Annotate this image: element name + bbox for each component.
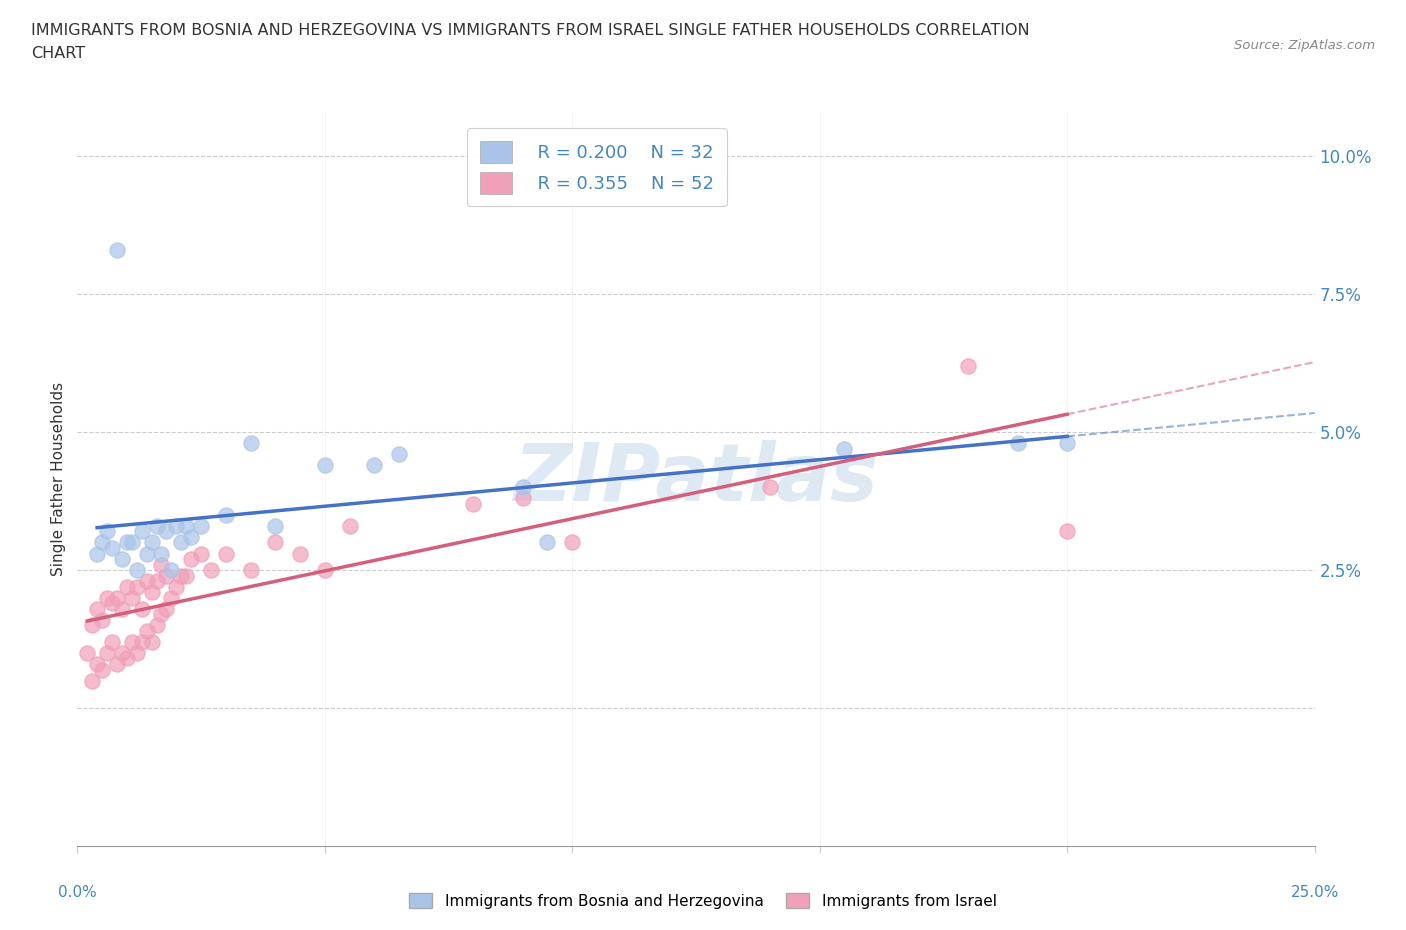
Point xyxy=(121,591,143,605)
Point xyxy=(101,634,124,649)
Point xyxy=(91,612,114,627)
Point xyxy=(96,645,118,660)
Point xyxy=(150,546,173,561)
Legend:   R = 0.200    N = 32,   R = 0.355    N = 52: R = 0.200 N = 32, R = 0.355 N = 52 xyxy=(467,128,727,206)
Point xyxy=(121,634,143,649)
Point xyxy=(101,596,124,611)
Point xyxy=(155,602,177,617)
Point xyxy=(96,591,118,605)
Point xyxy=(1007,435,1029,450)
Point xyxy=(1056,435,1078,450)
Point xyxy=(131,634,153,649)
Point xyxy=(155,524,177,538)
Point xyxy=(200,563,222,578)
Point xyxy=(105,242,128,257)
Text: ZIPatlas: ZIPatlas xyxy=(513,440,879,518)
Point xyxy=(463,497,485,512)
Point xyxy=(155,568,177,583)
Point xyxy=(131,602,153,617)
Point xyxy=(145,518,167,533)
Point xyxy=(105,591,128,605)
Point xyxy=(190,546,212,561)
Point xyxy=(834,441,856,456)
Point xyxy=(170,568,193,583)
Text: CHART: CHART xyxy=(31,46,84,61)
Point xyxy=(111,602,134,617)
Point xyxy=(86,546,108,561)
Text: 0.0%: 0.0% xyxy=(58,885,97,900)
Point xyxy=(264,518,287,533)
Text: Source: ZipAtlas.com: Source: ZipAtlas.com xyxy=(1234,39,1375,52)
Point xyxy=(121,535,143,550)
Point xyxy=(86,657,108,671)
Point xyxy=(264,535,287,550)
Point xyxy=(91,662,114,677)
Point xyxy=(174,568,197,583)
Point xyxy=(363,458,385,472)
Point xyxy=(141,634,163,649)
Point xyxy=(125,645,148,660)
Point xyxy=(131,524,153,538)
Point xyxy=(91,535,114,550)
Point xyxy=(190,518,212,533)
Point xyxy=(135,623,157,638)
Legend: Immigrants from Bosnia and Herzegovina, Immigrants from Israel: Immigrants from Bosnia and Herzegovina, … xyxy=(404,886,1002,915)
Point xyxy=(215,508,238,523)
Point xyxy=(82,618,104,632)
Point xyxy=(339,518,361,533)
Point xyxy=(145,574,167,589)
Point xyxy=(125,563,148,578)
Point xyxy=(512,480,534,495)
Point xyxy=(141,585,163,600)
Point xyxy=(96,524,118,538)
Point xyxy=(115,579,138,594)
Text: IMMIGRANTS FROM BOSNIA AND HERZEGOVINA VS IMMIGRANTS FROM ISRAEL SINGLE FATHER H: IMMIGRANTS FROM BOSNIA AND HERZEGOVINA V… xyxy=(31,23,1029,38)
Point xyxy=(76,645,98,660)
Point xyxy=(512,491,534,506)
Point xyxy=(239,435,262,450)
Point xyxy=(759,480,782,495)
Point xyxy=(165,518,187,533)
Y-axis label: Single Father Households: Single Father Households xyxy=(51,382,66,576)
Point xyxy=(160,563,183,578)
Point xyxy=(180,551,202,566)
Point xyxy=(141,535,163,550)
Point xyxy=(125,579,148,594)
Point xyxy=(314,458,336,472)
Point xyxy=(174,518,197,533)
Point xyxy=(957,358,980,373)
Point xyxy=(1056,524,1078,538)
Point xyxy=(150,557,173,572)
Point xyxy=(288,546,311,561)
Point xyxy=(180,529,202,544)
Point xyxy=(561,535,583,550)
Point xyxy=(111,551,134,566)
Point xyxy=(388,446,411,461)
Point xyxy=(314,563,336,578)
Point xyxy=(86,602,108,617)
Point xyxy=(215,546,238,561)
Point xyxy=(115,535,138,550)
Point xyxy=(536,535,558,550)
Point xyxy=(105,657,128,671)
Point xyxy=(239,563,262,578)
Text: 25.0%: 25.0% xyxy=(1291,885,1339,900)
Point xyxy=(82,673,104,688)
Point xyxy=(111,645,134,660)
Point xyxy=(135,546,157,561)
Point xyxy=(170,535,193,550)
Point xyxy=(115,651,138,666)
Point xyxy=(101,540,124,555)
Point xyxy=(165,579,187,594)
Point xyxy=(160,591,183,605)
Point xyxy=(145,618,167,632)
Point xyxy=(150,607,173,622)
Point xyxy=(135,574,157,589)
